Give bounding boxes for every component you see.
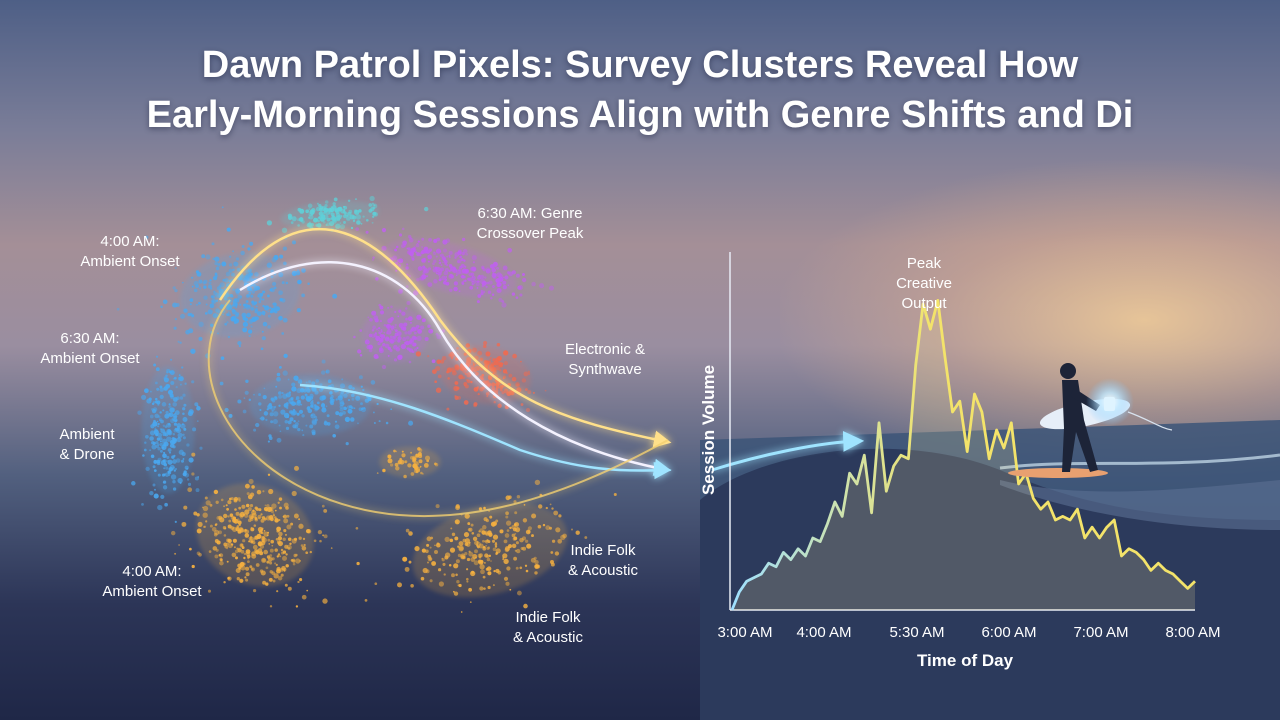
title-line-2: Early-Morning Sessions Align with Genre …: [146, 94, 1134, 136]
cluster-label-folk-1: Indie Folk & Acoustic: [568, 542, 639, 579]
cluster-label-line: 6:30 AM:: [60, 330, 119, 347]
cluster-label-line: Indie Folk: [515, 609, 581, 626]
surfer-body: [1062, 380, 1098, 472]
wave-line: [999, 453, 1280, 470]
y-axis-label: Session Volume: [699, 365, 718, 495]
cluster-label-ambient-onset-2: 6:30 AM: Ambient Onset: [40, 330, 140, 367]
cluster-label-genre-crossover: 6:30 AM: Genre Crossover Peak: [477, 205, 584, 242]
ocean-backdrop: [700, 420, 1280, 720]
flow-arrow-blue: [299, 383, 672, 480]
title-line-1: Dawn Patrol Pixels: Survey Clusters Reve…: [201, 44, 1079, 86]
crossover-cluster-mid: [353, 289, 446, 370]
cluster-label-line: 6:30 AM: Genre: [477, 205, 582, 222]
wet-sand: [1000, 480, 1280, 530]
x-tick-label-1: 4:00 AM: [796, 624, 851, 641]
cluster-label-line: Crossover Peak: [477, 225, 584, 242]
ambient-cluster-left: [131, 341, 203, 524]
surfer-head: [1060, 363, 1076, 379]
chart-title: Dawn Patrol Pixels: Survey Clusters Reve…: [0, 40, 1280, 140]
electronic-cluster: [415, 340, 547, 413]
x-tick-label-4: 7:00 AM: [1073, 624, 1128, 641]
cluster-label-line: 4:00 AM:: [122, 563, 181, 580]
cluster-label-line: Electronic &: [565, 341, 645, 358]
folk-cluster-large: [170, 452, 359, 608]
cluster-label-line: & Acoustic: [568, 562, 639, 579]
teal-cluster: [266, 195, 429, 233]
cluster-label-line: Ambient Onset: [80, 253, 180, 270]
cluster-label-line: Ambient Onset: [40, 350, 140, 367]
cluster-label-line: Ambient: [59, 426, 115, 443]
cluster-label-line: & Drone: [59, 446, 114, 463]
x-tick-label-3: 6:00 AM: [981, 624, 1036, 641]
cluster-label-ambient-drone: Ambient & Drone: [59, 426, 115, 463]
peak-annotation: Peak Creative Output: [896, 255, 952, 312]
cluster-labels: 4:00 AM: Ambient Onset 6:30 AM: Genre Cross…: [40, 205, 645, 646]
survey-clusters: [116, 195, 617, 613]
flow-arrow-yellow-2: [207, 299, 669, 518]
session-volume-area: [732, 300, 1195, 610]
chart-axes: [729, 252, 1195, 611]
device: [1104, 397, 1115, 411]
surfboard-under: [1008, 468, 1108, 478]
flow-arrows: [207, 227, 865, 518]
cluster-label-line: Synthwave: [568, 361, 641, 378]
peak-annotation-line: Peak: [907, 255, 942, 272]
folk-cluster-small: [376, 446, 441, 479]
flow-arrow-white: [239, 261, 672, 477]
folk-cluster-right: [356, 479, 617, 613]
x-tick-label-0: 3:00 AM: [717, 624, 772, 641]
cluster-label-electronic: Electronic & Synthwave: [565, 341, 645, 378]
cluster-label-line: Ambient Onset: [102, 583, 202, 600]
surfer-illustration: [1008, 363, 1173, 478]
flow-arrow-to-chart: [711, 430, 865, 472]
crossover-cluster-upper: [355, 227, 555, 308]
peak-annotation-line: Creative: [896, 275, 952, 292]
peak-annotation-line: Output: [901, 295, 947, 312]
cluster-label-folk-2: Indie Folk & Acoustic: [513, 609, 584, 646]
cluster-label-line: 4:00 AM:: [100, 233, 159, 250]
cluster-label-ambient-onset-1: 4:00 AM: Ambient Onset: [80, 233, 180, 270]
leash: [1127, 411, 1173, 431]
cluster-label-line: Indie Folk: [570, 542, 636, 559]
session-volume-line: [730, 299, 1196, 611]
cluster-label-line: & Acoustic: [513, 629, 584, 646]
x-tick-labels: 3:00 AM 4:00 AM 5:30 AM 6:00 AM 7:00 AM 8:00 …: [717, 624, 1220, 641]
x-tick-label-2: 5:30 AM: [889, 624, 944, 641]
cluster-label-ambient-onset-3: 4:00 AM: Ambient Onset: [102, 563, 202, 600]
x-axis-label: Time of Day: [917, 651, 1014, 670]
x-tick-label-5: 8:00 AM: [1165, 624, 1220, 641]
flow-arrow-yellow-1: [218, 227, 672, 448]
